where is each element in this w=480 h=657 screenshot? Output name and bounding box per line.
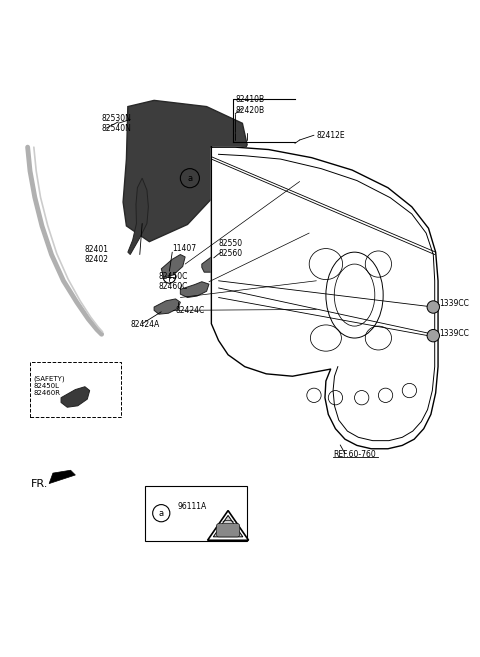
Text: 82410B
82420B: 82410B 82420B xyxy=(235,95,264,115)
Circle shape xyxy=(163,271,176,283)
Text: a: a xyxy=(159,509,164,518)
Text: 82412E: 82412E xyxy=(316,131,345,140)
Polygon shape xyxy=(128,178,148,254)
Text: 11407: 11407 xyxy=(172,244,196,253)
Polygon shape xyxy=(211,147,438,449)
Text: 82424A: 82424A xyxy=(130,320,159,329)
Polygon shape xyxy=(180,282,209,298)
Text: (SAFETY)
82450L
82460R: (SAFETY) 82450L 82460R xyxy=(34,376,65,396)
Bar xyxy=(144,486,247,541)
FancyBboxPatch shape xyxy=(216,524,240,537)
Polygon shape xyxy=(49,470,75,484)
Circle shape xyxy=(427,329,440,342)
Text: 82424C: 82424C xyxy=(176,306,205,315)
Text: 1339CC: 1339CC xyxy=(440,299,469,307)
Polygon shape xyxy=(61,387,90,407)
Text: 1339CC: 1339CC xyxy=(440,328,469,338)
Circle shape xyxy=(427,301,440,313)
Text: 82530N
82540N: 82530N 82540N xyxy=(102,114,132,133)
Polygon shape xyxy=(123,101,247,242)
Text: 82550
82560: 82550 82560 xyxy=(218,238,243,258)
Polygon shape xyxy=(202,254,223,272)
Polygon shape xyxy=(154,299,180,314)
Text: 82450C
82460C: 82450C 82460C xyxy=(159,272,188,292)
Text: 96111A: 96111A xyxy=(178,501,207,510)
Text: FR.: FR. xyxy=(31,478,48,489)
Polygon shape xyxy=(161,254,185,277)
Polygon shape xyxy=(207,510,249,540)
Text: a: a xyxy=(187,174,192,183)
Polygon shape xyxy=(213,516,243,537)
Text: 82401
82402: 82401 82402 xyxy=(85,245,109,264)
Text: REF.60-760: REF.60-760 xyxy=(333,451,376,459)
